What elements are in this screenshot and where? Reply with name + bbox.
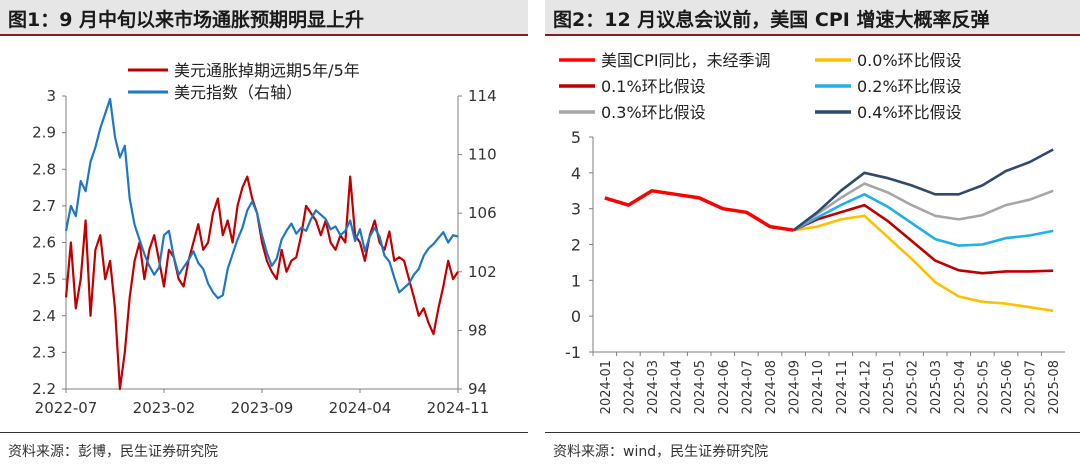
legend-label: 美元通胀掉期远期5年/5年 bbox=[174, 61, 360, 80]
x-tick-label: 2024-02 bbox=[622, 360, 637, 414]
x-tick-label: 2024-06 bbox=[717, 360, 732, 414]
right-y-tick-label: 114 bbox=[468, 87, 497, 105]
x-tick-label: 2024-10 bbox=[811, 360, 826, 414]
x-tick-label: 2025-07 bbox=[1024, 360, 1039, 414]
x-tick-label: 2025-04 bbox=[953, 360, 968, 414]
x-tick-label: 2024-01 bbox=[599, 360, 614, 414]
chart-title: 图1：9 月中旬以来市场通胀预期明显上升 bbox=[8, 9, 365, 31]
right-y-tick-label: 102 bbox=[468, 263, 497, 281]
x-tick-label: 2025-03 bbox=[929, 360, 944, 414]
breakeven-series-line bbox=[64, 175, 459, 391]
x-tick-label: 2024-04 bbox=[670, 360, 685, 414]
title-underline bbox=[545, 34, 1080, 36]
chart-panel-right: 图2：12 月议息会议前，美国 CPI 增速大概率反弹 -1 0 1 2 3 4 5 2024… bbox=[545, 0, 1080, 470]
y-tick-label: 4 bbox=[571, 164, 581, 183]
x-tick-label: 2025-05 bbox=[976, 360, 991, 414]
x-tick-label: 2025-01 bbox=[882, 360, 897, 414]
left-y-tick-label: 2.8 bbox=[32, 160, 56, 178]
legend-label: 0.4%环比假设 bbox=[857, 103, 962, 122]
legend-label: 0.3%环比假设 bbox=[601, 103, 706, 122]
x-tick-label: 2025-02 bbox=[906, 360, 921, 414]
y-tick-label: 3 bbox=[571, 200, 581, 219]
x-tick-label: 2024-11 bbox=[835, 360, 850, 414]
left-y-tick-label: 3 bbox=[46, 87, 56, 105]
source-divider bbox=[545, 432, 1080, 433]
x-tick-label: 2024-12 bbox=[858, 360, 873, 414]
cpi-scenario-chart: -1 0 1 2 3 4 5 2024-01 2024-02 2024-03 2024-04 2024… bbox=[559, 51, 1065, 414]
y-tick-label: 1 bbox=[571, 271, 581, 290]
dollar-index-series-line bbox=[64, 97, 459, 300]
right-y-tick-label: 98 bbox=[468, 321, 487, 339]
cpi-scenario-line bbox=[792, 182, 1054, 232]
left-y-tick-label: 2.3 bbox=[32, 343, 56, 361]
x-tick-label: 2024-11 bbox=[427, 399, 490, 417]
left-y-tick-label: 2.9 bbox=[32, 124, 56, 142]
x-tick-label: 2024-09 bbox=[788, 360, 803, 414]
y-tick-label: -1 bbox=[565, 343, 581, 362]
left-y-tick-label: 2.6 bbox=[32, 234, 56, 252]
x-tick-label: 2025-08 bbox=[1047, 360, 1062, 414]
source-note: 资料来源：彭博，民生证券研究院 bbox=[8, 444, 218, 460]
legend-label: 0.0%环比假设 bbox=[857, 51, 962, 70]
x-tick-label: 2023-02 bbox=[133, 399, 196, 417]
chart-title-bar: 图2：12 月议息会议前，美国 CPI 增速大概率反弹 bbox=[545, 0, 1080, 34]
x-tick-label: 2022-07 bbox=[35, 399, 98, 417]
y-tick-label: 0 bbox=[571, 307, 581, 326]
chart-title-bar: 图1：9 月中旬以来市场通胀预期明显上升 bbox=[0, 0, 528, 34]
inflation-dollar-chart: 2.2 2.3 2.4 2.5 2.6 2.7 2.8 2.9 3 94 98 102 106 110 11… bbox=[32, 61, 497, 417]
cpi-scenario-line bbox=[793, 214, 1054, 313]
x-tick-label: 2023-09 bbox=[231, 399, 294, 417]
x-tick-label: 2024-03 bbox=[646, 360, 661, 414]
cpi-scenario-line bbox=[792, 148, 1054, 232]
x-tick-label: 2024-05 bbox=[693, 360, 708, 414]
y-tick-label: 5 bbox=[571, 128, 581, 147]
cpi-scenario-line bbox=[793, 203, 1054, 275]
y-tick-label: 2 bbox=[571, 236, 581, 255]
left-y-tick-label: 2.5 bbox=[32, 270, 56, 288]
legend-label: 美元指数（右轴） bbox=[174, 83, 302, 102]
left-y-tick-label: 2.2 bbox=[32, 380, 56, 398]
x-tick-label: 2024-07 bbox=[740, 360, 755, 414]
right-y-tick-label: 110 bbox=[468, 146, 497, 164]
right-y-tick-label: 106 bbox=[468, 204, 497, 222]
cpi-actual-line bbox=[604, 189, 794, 232]
x-tick-label: 2024-04 bbox=[329, 399, 392, 417]
chart-title: 图2：12 月议息会议前，美国 CPI 增速大概率反弹 bbox=[553, 9, 990, 31]
source-divider bbox=[0, 432, 528, 433]
x-tick-label: 2025-06 bbox=[1000, 360, 1015, 414]
left-y-tick-label: 2.7 bbox=[32, 197, 56, 215]
legend-label: 美国CPI同比，未经季调 bbox=[601, 51, 771, 70]
chart-panel-left: 图1：9 月中旬以来市场通胀预期明显上升 2.2 2.3 2.4 2.5 2.6 2.7 2… bbox=[0, 0, 528, 470]
x-tick-label: 2024-08 bbox=[764, 360, 779, 414]
title-underline bbox=[0, 34, 528, 36]
legend-label: 0.1%环比假设 bbox=[601, 77, 706, 96]
right-y-tick-label: 94 bbox=[468, 380, 487, 398]
left-y-tick-label: 2.4 bbox=[32, 307, 56, 325]
legend-label: 0.2%环比假设 bbox=[857, 77, 962, 96]
cpi-scenario-line bbox=[792, 193, 1054, 247]
source-note: 资料来源：wind，民生证券研究院 bbox=[553, 444, 769, 460]
